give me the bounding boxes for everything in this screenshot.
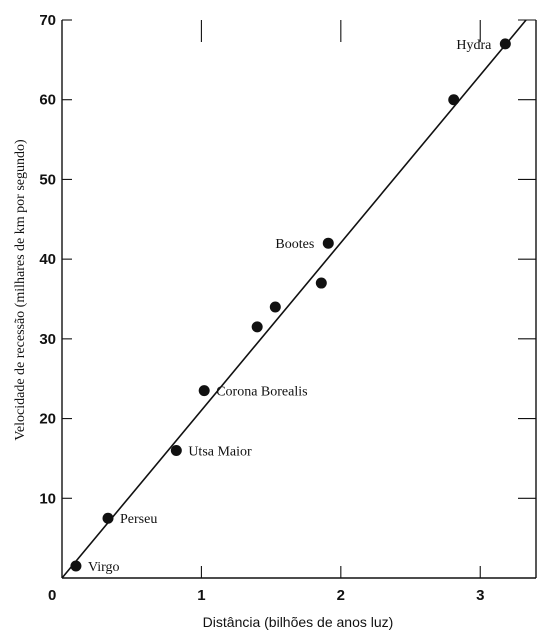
- y-tick-label: 30: [39, 331, 56, 348]
- data-point: [170, 444, 182, 456]
- data-point: [322, 237, 334, 249]
- plot-frame: [61, 20, 537, 579]
- point-label: Virgo: [88, 560, 120, 575]
- data-point: [70, 560, 82, 572]
- y-tick-label: 20: [39, 411, 56, 428]
- data-point: [448, 94, 460, 106]
- x-tick-label: 3: [476, 587, 484, 604]
- y-tick-label: 10: [39, 490, 56, 507]
- data-point: [315, 277, 327, 289]
- point-label: Hydra: [456, 38, 492, 53]
- y-tick-label: 60: [39, 92, 56, 109]
- x-tick-label: 1: [197, 587, 205, 604]
- x-tick-label: 2: [337, 587, 345, 604]
- y-ticks: 10 20 30 40 50 60 70: [39, 12, 536, 507]
- origin-label: 0: [48, 587, 56, 604]
- fit-line: [61, 19, 527, 579]
- fit-line-group: [61, 19, 527, 579]
- point-label: Corona Borealis: [216, 385, 307, 400]
- x-ticks: 1 2 3: [197, 20, 484, 604]
- point-label: Bootes: [275, 237, 314, 252]
- point-label: Utsa Maior: [188, 444, 252, 459]
- data-point: [198, 385, 210, 397]
- point-label: Perseu: [120, 512, 157, 527]
- data-points: Virgo Perseu Utsa Maior Corona Borealis Boot…: [70, 38, 511, 575]
- y-tick-label: 70: [39, 12, 56, 29]
- y-axis-title: Velocidade de recessão (milhares de km p…: [13, 139, 28, 441]
- x-axis-title: Distância (bilhões de anos luz): [203, 614, 394, 630]
- y-tick-label: 50: [39, 171, 56, 188]
- data-point: [499, 38, 511, 50]
- data-point: [102, 512, 114, 524]
- data-point: [269, 301, 281, 313]
- y-tick-label: 40: [39, 251, 56, 268]
- data-point: [251, 321, 263, 333]
